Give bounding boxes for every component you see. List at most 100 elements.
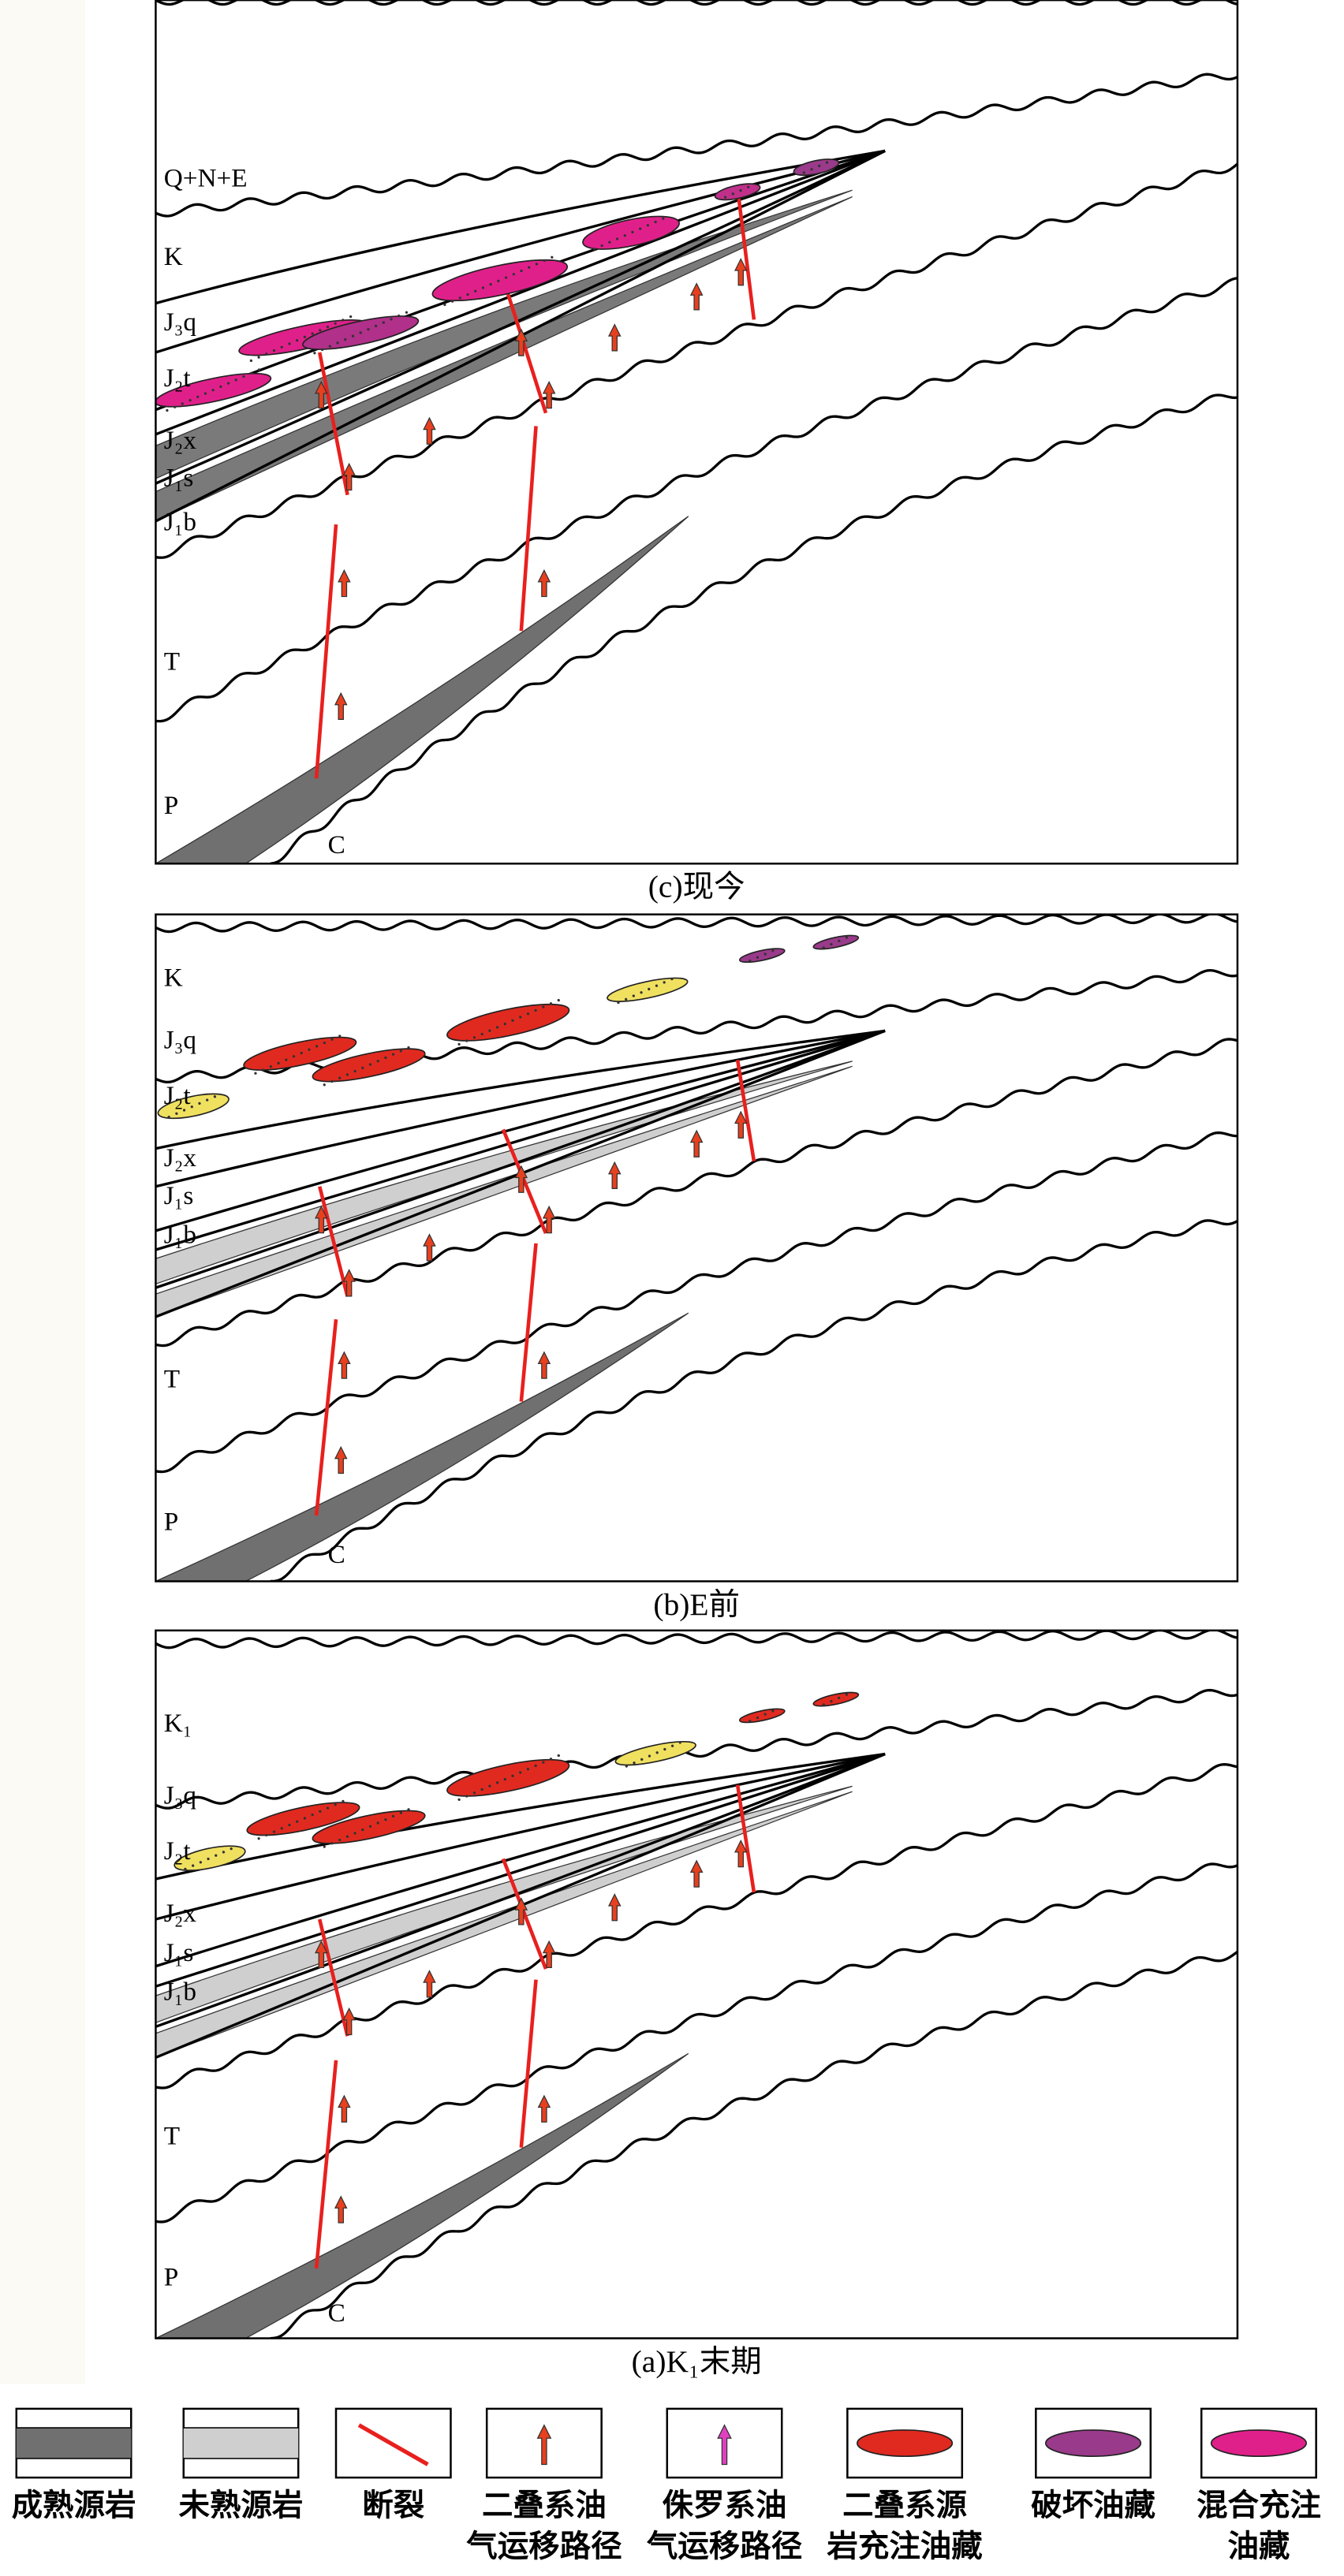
reservoir-dot (648, 987, 651, 991)
reservoir-dot (663, 981, 666, 984)
reservoir-dot (219, 385, 222, 389)
fault (317, 1918, 349, 2037)
reservoir-dot (497, 279, 500, 283)
reservoir-dot (557, 1754, 560, 1758)
reservoir-dot (458, 296, 461, 300)
permian-source-rock (155, 2052, 689, 2339)
legend-arrow (717, 2424, 732, 2466)
reservoir-dot (747, 185, 750, 188)
migration-arrow (689, 282, 704, 311)
reservoir-dot (361, 1828, 364, 1832)
panel: K J₃q J₂t J₂x J₁s J₁b T P C (b)E前 (155, 913, 1239, 1622)
reservoir (738, 1708, 786, 1724)
fault (314, 1319, 338, 1516)
reservoir (243, 1036, 357, 1071)
stratum-boundary (155, 1752, 886, 1881)
layer-label: J₂t (164, 363, 192, 393)
reservoir-dot (211, 389, 215, 392)
reservoir-dot (265, 352, 268, 356)
reservoir-dot (272, 1830, 276, 1833)
reservoir-dot (288, 1823, 291, 1827)
reservoir-dot (600, 244, 603, 248)
reservoir-dot (374, 324, 378, 328)
reservoir-dot (534, 1008, 537, 1012)
migration-arrow (607, 323, 622, 352)
reservoir-dot (405, 311, 409, 314)
unconformity (155, 1763, 1238, 2090)
reservoir-dot (367, 328, 370, 331)
reservoir-dot (528, 266, 531, 269)
reservoir-dot (398, 314, 401, 318)
reservoir-dot (338, 1838, 342, 1842)
unconformity (270, 1219, 1238, 1582)
layer-label: J₁s (164, 1938, 193, 1967)
migration-arrow (689, 1859, 704, 1888)
reservoir-dot (480, 1032, 483, 1036)
reservoir-dot (199, 1861, 203, 1864)
reservoir-dot (535, 263, 539, 266)
reservoir-dot (678, 1741, 681, 1744)
migration-arrow (334, 2195, 348, 2224)
migration-arrow (423, 416, 436, 445)
reservoir-dot (802, 171, 805, 174)
stratum-boundary (155, 1752, 886, 1988)
reservoir-dot (542, 1005, 545, 1008)
layer-label: T (164, 647, 180, 676)
reservoir-dot (739, 188, 742, 192)
reservoir (246, 1802, 360, 1836)
reservoir-dot (399, 1049, 403, 1053)
reservoir-dot (189, 398, 192, 402)
reservoir-dot (472, 1791, 476, 1795)
stratum-boundary (155, 149, 886, 436)
reservoir (446, 1758, 570, 1797)
reservoir-dot (250, 371, 253, 375)
reservoir-dot (242, 375, 245, 378)
reservoir (607, 977, 689, 1002)
panel: Q+N+E K J₃q J₂t J₂x J₁s J₁b T P C (c)现今 (155, 0, 1239, 904)
legend-arrow (536, 2424, 552, 2466)
migration-arrow (423, 1233, 436, 1262)
stratum-boundary (155, 149, 886, 305)
reservoir-dot (196, 395, 200, 398)
layer-label: T (164, 1365, 180, 1394)
reservoir-dot (167, 1115, 170, 1119)
reservoir-dot (311, 332, 314, 335)
reservoir-dot (382, 321, 385, 324)
reservoir-dot (342, 319, 345, 322)
margin-band (0, 0, 86, 2384)
reservoir-dot (257, 1837, 260, 1840)
reservoir-dot (632, 994, 636, 997)
permian-source-rock (155, 1312, 689, 1582)
reservoir-dot (466, 293, 469, 296)
reservoir-dot (830, 1700, 833, 1703)
reservoir-dot (249, 359, 253, 363)
layer-label: J₂x (164, 1899, 197, 1928)
fault (519, 1979, 538, 2148)
reservoir-dot (230, 1847, 233, 1851)
reservoir-dot (296, 339, 299, 342)
reservoir-dot (280, 1827, 283, 1830)
reservoir-dot (326, 325, 330, 329)
reservoir-dot (330, 1079, 334, 1083)
reservoir-dot (723, 196, 727, 199)
reservoir-dot (495, 1781, 499, 1784)
reservoir-dot (474, 289, 477, 293)
reservoir-dot (361, 1066, 364, 1069)
reservoir-dot (173, 405, 177, 408)
reservoir-dot (763, 952, 767, 956)
reservoir-dot (349, 315, 353, 319)
reservoir-dot (391, 1814, 395, 1818)
reservoir-dot (655, 984, 659, 987)
legend-label: 成熟源岩 (12, 2488, 136, 2523)
reservoir-dot (511, 1019, 514, 1022)
reservoir-dot (384, 1056, 387, 1060)
migration-arrow (542, 1940, 556, 1968)
reservoir-dot (320, 348, 324, 352)
reservoir-dot (328, 345, 331, 348)
reservoir-dot (662, 217, 665, 220)
reservoir-dot (749, 1720, 752, 1723)
migration-arrow (537, 2094, 551, 2123)
panel-body (155, 1630, 1238, 2339)
reservoir-dot (234, 378, 237, 382)
panel-body (155, 914, 1238, 1582)
